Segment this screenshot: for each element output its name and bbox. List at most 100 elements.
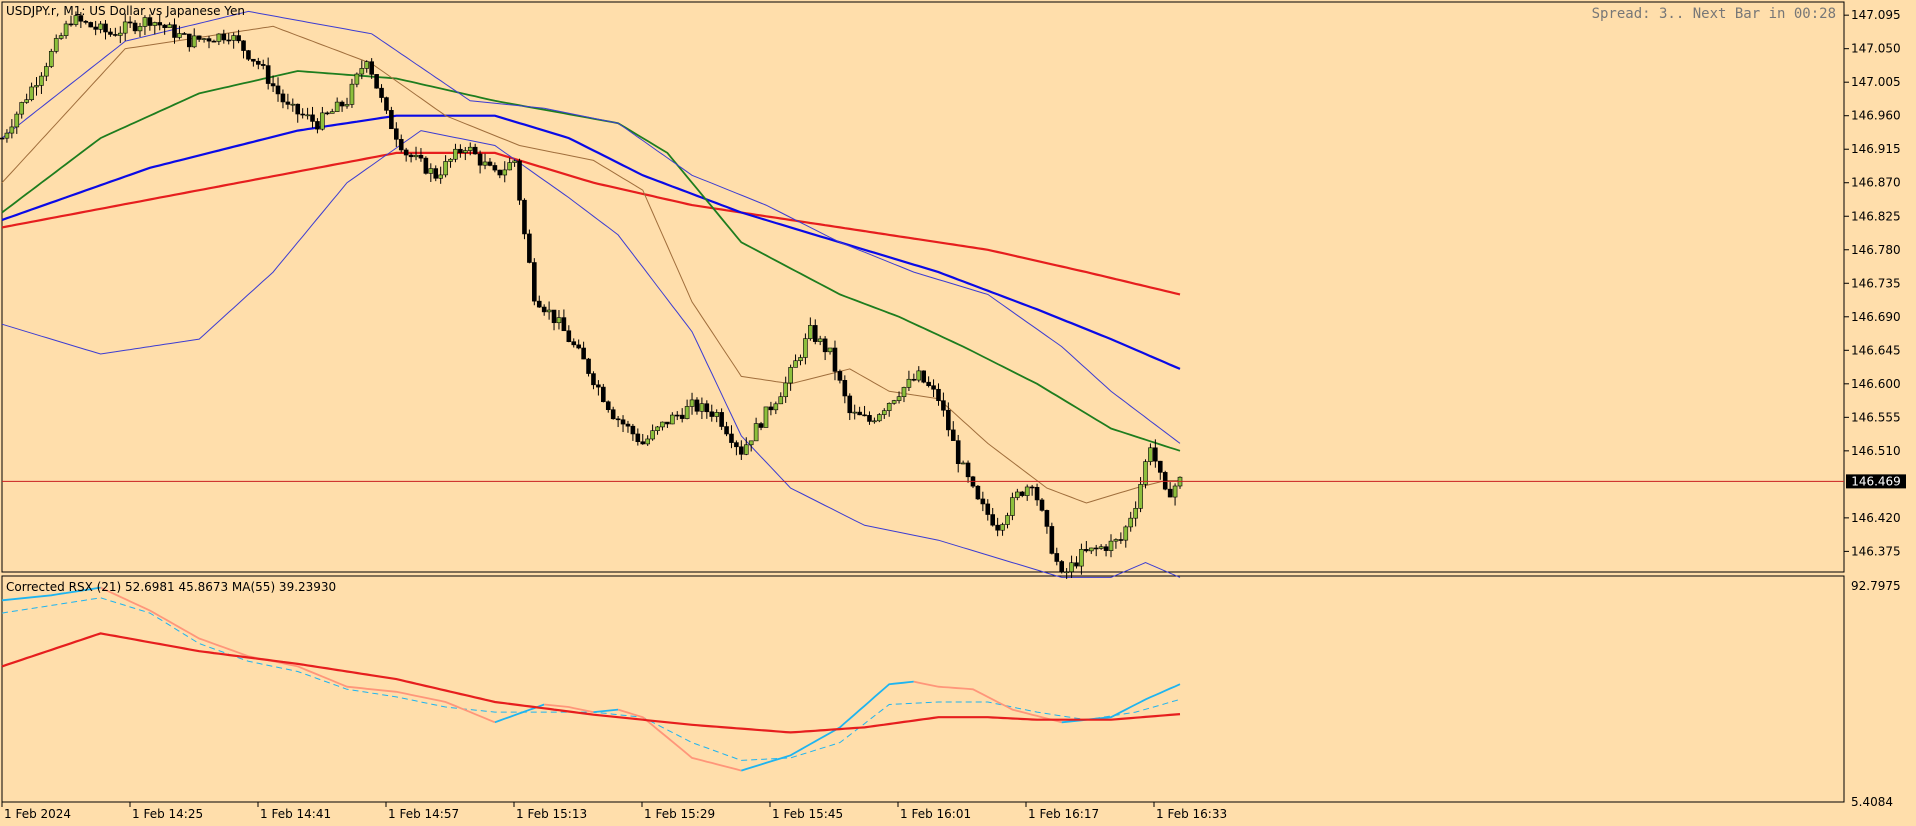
candle-bull [44,66,49,77]
candle-bear [1039,499,1045,511]
series-rsx-falling [617,708,742,772]
candle-bear [172,24,177,38]
candle-bear [458,148,463,153]
x-tick-label: 1 Feb 2024 [4,807,71,821]
candle-bear [265,65,271,84]
candle-bull [152,22,158,26]
candle-bear [88,22,94,28]
candle-bull [29,86,34,101]
candle-bull [290,103,296,106]
candle-bear [162,24,167,28]
y-tick-label: 146.420 [1851,511,1901,525]
candle-bull [216,33,222,42]
y-tick-label: 146.735 [1851,276,1901,290]
candle-bull [699,403,705,412]
candle-bull [906,378,912,388]
candle-bull [1148,447,1153,462]
candle-bear [980,498,986,505]
candle-bull [344,104,350,107]
indicator-y-tick-label: 5.4084 [1851,795,1893,809]
candle-bear [527,233,532,263]
candle-bear [522,199,527,235]
candle-bull [137,26,143,32]
series-ma_red [1,151,1181,296]
candle-bull [670,414,675,425]
candle-bull [354,73,360,85]
x-tick-label: 1 Feb 14:25 [132,807,203,821]
candle-bear [965,462,971,478]
candle-bear [926,381,931,387]
candle-bear [679,414,685,419]
series-rsx-falling [544,703,594,713]
candle-bear [837,371,843,381]
candle-bear [1029,486,1035,489]
candle-bear [418,154,424,159]
indicator-pane[interactable] [1,575,1845,803]
candle-bull [778,396,784,405]
candle-bear [295,103,301,115]
candle-bull [73,15,79,25]
candle-bull [872,420,877,423]
candle-bear [196,35,202,40]
candle-bear [408,154,414,158]
series-band_upper [1,10,1181,444]
candle-bear [270,83,276,87]
candle-bear [635,433,641,443]
candle-bull [1064,571,1069,574]
candle-bull [19,102,25,115]
candle-bear [610,409,616,420]
candle-bear [1157,460,1163,473]
price-pane[interactable] [1,1,1845,573]
candle-bull [24,99,29,103]
candle-bull [896,396,902,401]
candle-bear [241,40,246,51]
indicator-y-tick-label: 92.7975 [1851,579,1901,593]
candle-bull [748,440,754,446]
y-tick-label: 146.960 [1851,109,1901,123]
x-tick-label: 1 Feb 15:29 [644,807,715,821]
series-rsx-rising [593,708,619,713]
candle-bear [832,347,838,372]
candle-bull [1143,461,1148,485]
candle-bull [1010,497,1015,516]
candle-bear [211,40,217,43]
candle-bear [532,262,537,302]
x-tick-label: 1 Feb 16:33 [1156,807,1227,821]
candle-bear [768,406,774,411]
candle-bear [472,146,478,155]
candle-bull [443,161,448,176]
candle-bull [438,174,443,179]
candle-bull [1024,486,1030,496]
y-tick-label: 147.095 [1851,8,1901,22]
candle-bear [206,38,212,42]
x-tick-label: 1 Feb 14:57 [388,807,459,821]
current-price-box [1846,474,1906,489]
candle-bear [300,113,305,116]
candle-bear [246,50,251,60]
candle-bear [68,23,74,26]
candle-bear [995,524,1000,531]
candle-bull [201,38,207,40]
candle-bear [576,344,581,349]
candle-bear [132,22,138,32]
candle-bull [512,160,517,163]
candle-bull [684,406,690,419]
candle-bear [339,101,345,107]
y-tick-label: 147.050 [1851,42,1901,56]
candle-bull [1079,549,1084,567]
candle-bull [743,444,749,455]
candle-bull [827,347,833,353]
candle-bull [1172,485,1178,498]
candle-bull [852,411,857,414]
current-price-label: 146.469 [1851,474,1901,488]
candle-bear [127,21,133,24]
candle-bull [556,317,562,324]
candle-bear [990,514,996,526]
candle-bear [113,34,118,36]
series-rsx-ma [1,632,1181,734]
candle-bull [359,68,365,75]
candle-bull [650,430,655,440]
candle-bull [329,111,335,114]
candle-bear [596,384,601,388]
